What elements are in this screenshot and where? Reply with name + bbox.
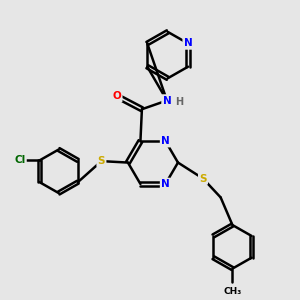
- Text: N: N: [184, 38, 192, 49]
- Text: N: N: [161, 136, 170, 146]
- Text: O: O: [112, 91, 121, 101]
- Text: S: S: [199, 173, 207, 184]
- Text: Cl: Cl: [14, 155, 26, 165]
- Text: N: N: [161, 179, 170, 189]
- Text: CH₃: CH₃: [223, 287, 242, 296]
- Text: H: H: [175, 97, 183, 107]
- Text: S: S: [98, 156, 105, 166]
- Text: N: N: [163, 95, 171, 106]
